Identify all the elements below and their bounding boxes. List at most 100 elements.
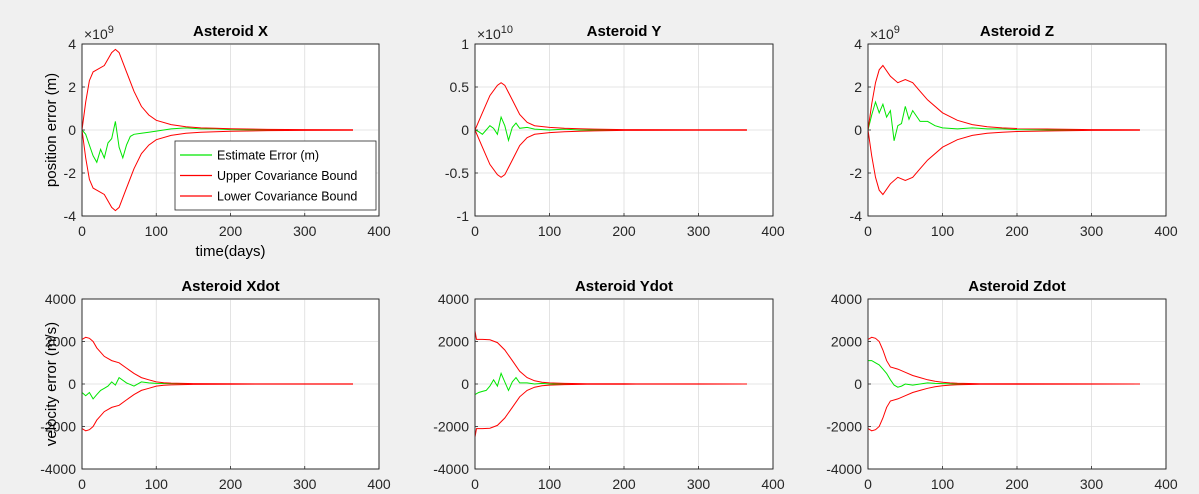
y-tick-label: 2 bbox=[68, 79, 76, 95]
subplot-1: 0 100 200 300 400 -4 -2 0 2 4 Asteroid X ×109 time(d… bbox=[43, 23, 391, 260]
x-tick-label: 400 bbox=[367, 223, 391, 239]
y-tick-label: -4 bbox=[850, 208, 863, 224]
plot-title: Asteroid Z bbox=[980, 23, 1054, 40]
x-tick-label: 0 bbox=[471, 476, 479, 492]
y-tick-label: -2000 bbox=[433, 419, 469, 435]
y-tick-label: -2 bbox=[64, 165, 77, 181]
x-tick-label: 0 bbox=[471, 223, 479, 239]
exponent-base: ×10 bbox=[870, 26, 894, 42]
x-tick-label: 300 bbox=[687, 476, 711, 492]
y-tick-label: 0 bbox=[461, 122, 469, 138]
subplot-4: 0 100 200 300 400 -4000 -2000 0 2000 4000 Asteroid… bbox=[40, 278, 391, 492]
x-tick-label: 100 bbox=[145, 476, 169, 492]
lower-covariance-bound-line bbox=[82, 129, 354, 212]
y-tick-label: 2000 bbox=[45, 334, 76, 350]
axis-exponent-label: ×1010 bbox=[477, 24, 513, 42]
x-tick-label: 300 bbox=[687, 223, 711, 239]
y-tick-label: -4 bbox=[64, 208, 77, 224]
y-tick-label: 4 bbox=[854, 36, 862, 52]
x-axis-label: time(days) bbox=[195, 243, 265, 260]
subplot-2: 0 100 200 300 400 -1 -0.5 0 0.5 1 Asteroid Y ×1010 bbox=[445, 23, 785, 239]
y-tick-label: -2000 bbox=[40, 419, 76, 435]
x-tick-label: 400 bbox=[761, 476, 785, 492]
legend-entry-label: Lower Covariance Bound bbox=[217, 190, 357, 204]
x-tick-label: 100 bbox=[145, 223, 169, 239]
x-tick-label: 200 bbox=[612, 223, 636, 239]
x-tick-label: 400 bbox=[367, 476, 391, 492]
x-tick-label: 200 bbox=[1005, 223, 1029, 239]
upper-covariance-bound-line bbox=[82, 48, 354, 131]
y-tick-label: 0 bbox=[461, 376, 469, 392]
y-tick-label: 4000 bbox=[45, 291, 76, 307]
estimate-error-line bbox=[82, 121, 353, 164]
x-tick-label: 0 bbox=[78, 476, 86, 492]
y-tick-label: 0 bbox=[68, 376, 76, 392]
lower-covariance-bound-line bbox=[475, 129, 747, 178]
subplot-3: 0 100 200 300 400 -4 -2 0 2 4 Asteroid Z ×109 bbox=[850, 23, 1178, 239]
x-tick-label: 0 bbox=[864, 223, 872, 239]
y-tick-label: 2000 bbox=[438, 334, 469, 350]
exponent-base: ×10 bbox=[84, 26, 108, 42]
x-tick-label: 300 bbox=[1080, 476, 1104, 492]
exponent-power: 9 bbox=[108, 24, 114, 36]
y-tick-label: -2000 bbox=[826, 419, 862, 435]
y-tick-label: 4000 bbox=[438, 291, 469, 307]
x-tick-label: 400 bbox=[1154, 476, 1178, 492]
y-tick-label: -4000 bbox=[826, 461, 862, 477]
x-tick-label: 100 bbox=[931, 476, 955, 492]
x-tick-label: 0 bbox=[864, 476, 872, 492]
upper-covariance-bound-line bbox=[82, 336, 353, 385]
x-tick-label: 400 bbox=[1154, 223, 1178, 239]
y-tick-label: -0.5 bbox=[445, 165, 469, 181]
upper-covariance-bound-line bbox=[475, 82, 747, 131]
y-tick-label: -1 bbox=[457, 208, 470, 224]
upper-covariance-bound-line bbox=[475, 330, 747, 385]
y-tick-label: 4 bbox=[68, 36, 76, 52]
x-tick-label: 100 bbox=[931, 223, 955, 239]
legend-entry-label: Upper Covariance Bound bbox=[217, 169, 357, 183]
y-tick-label: 1 bbox=[461, 36, 469, 52]
x-tick-label: 200 bbox=[612, 476, 636, 492]
x-tick-label: 200 bbox=[219, 223, 243, 239]
y-tick-label: -4000 bbox=[433, 461, 469, 477]
y-tick-label: 2 bbox=[854, 79, 862, 95]
axis-exponent-label: ×109 bbox=[870, 24, 900, 42]
plot-title: Asteroid Ydot bbox=[575, 278, 673, 295]
lower-covariance-bound-line bbox=[868, 129, 1140, 196]
exponent-power: 9 bbox=[894, 24, 900, 36]
x-tick-label: 400 bbox=[761, 223, 785, 239]
x-tick-label: 300 bbox=[1080, 223, 1104, 239]
y-tick-label: 4000 bbox=[831, 291, 862, 307]
x-tick-label: 100 bbox=[538, 476, 562, 492]
y-axis-label: velocity error (m/s) bbox=[43, 322, 60, 446]
upper-covariance-bound-line bbox=[868, 64, 1140, 131]
upper-covariance-bound-line bbox=[868, 336, 1140, 385]
y-tick-label: 0.5 bbox=[450, 79, 470, 95]
y-tick-label: -2 bbox=[850, 165, 863, 181]
subplot-6: 0 100 200 300 400 -4000 -2000 0 2000 4000 Asteroid… bbox=[826, 278, 1178, 492]
exponent-power: 10 bbox=[501, 24, 513, 36]
y-tick-label: -4000 bbox=[40, 461, 76, 477]
plot-title: Asteroid Y bbox=[587, 23, 662, 40]
x-tick-label: 300 bbox=[293, 476, 317, 492]
lower-covariance-bound-line bbox=[475, 383, 747, 438]
legend-entry-label: Estimate Error (m) bbox=[217, 149, 319, 163]
plot-title: Asteroid X bbox=[193, 23, 268, 40]
x-tick-label: 0 bbox=[78, 223, 86, 239]
estimate-error-line bbox=[475, 115, 747, 143]
lower-covariance-bound-line bbox=[868, 383, 1140, 432]
y-tick-label: 2000 bbox=[831, 334, 862, 350]
exponent-base: ×10 bbox=[477, 26, 501, 42]
plot-title: Asteroid Xdot bbox=[181, 278, 279, 295]
legend: Estimate Error (m) Upper Covariance Bound… bbox=[174, 140, 377, 211]
plot-title: Asteroid Zdot bbox=[968, 278, 1066, 295]
y-tick-label: 0 bbox=[854, 122, 862, 138]
y-tick-label: 0 bbox=[68, 122, 76, 138]
y-tick-label: 0 bbox=[854, 376, 862, 392]
x-tick-label: 100 bbox=[538, 223, 562, 239]
x-tick-label: 200 bbox=[219, 476, 243, 492]
subplot-5: 0 100 200 300 400 -4000 -2000 0 2000 4000 Asteroid… bbox=[433, 278, 785, 492]
lower-covariance-bound-line bbox=[82, 383, 353, 432]
axis-exponent-label: ×109 bbox=[84, 24, 114, 42]
x-tick-label: 200 bbox=[1005, 476, 1029, 492]
